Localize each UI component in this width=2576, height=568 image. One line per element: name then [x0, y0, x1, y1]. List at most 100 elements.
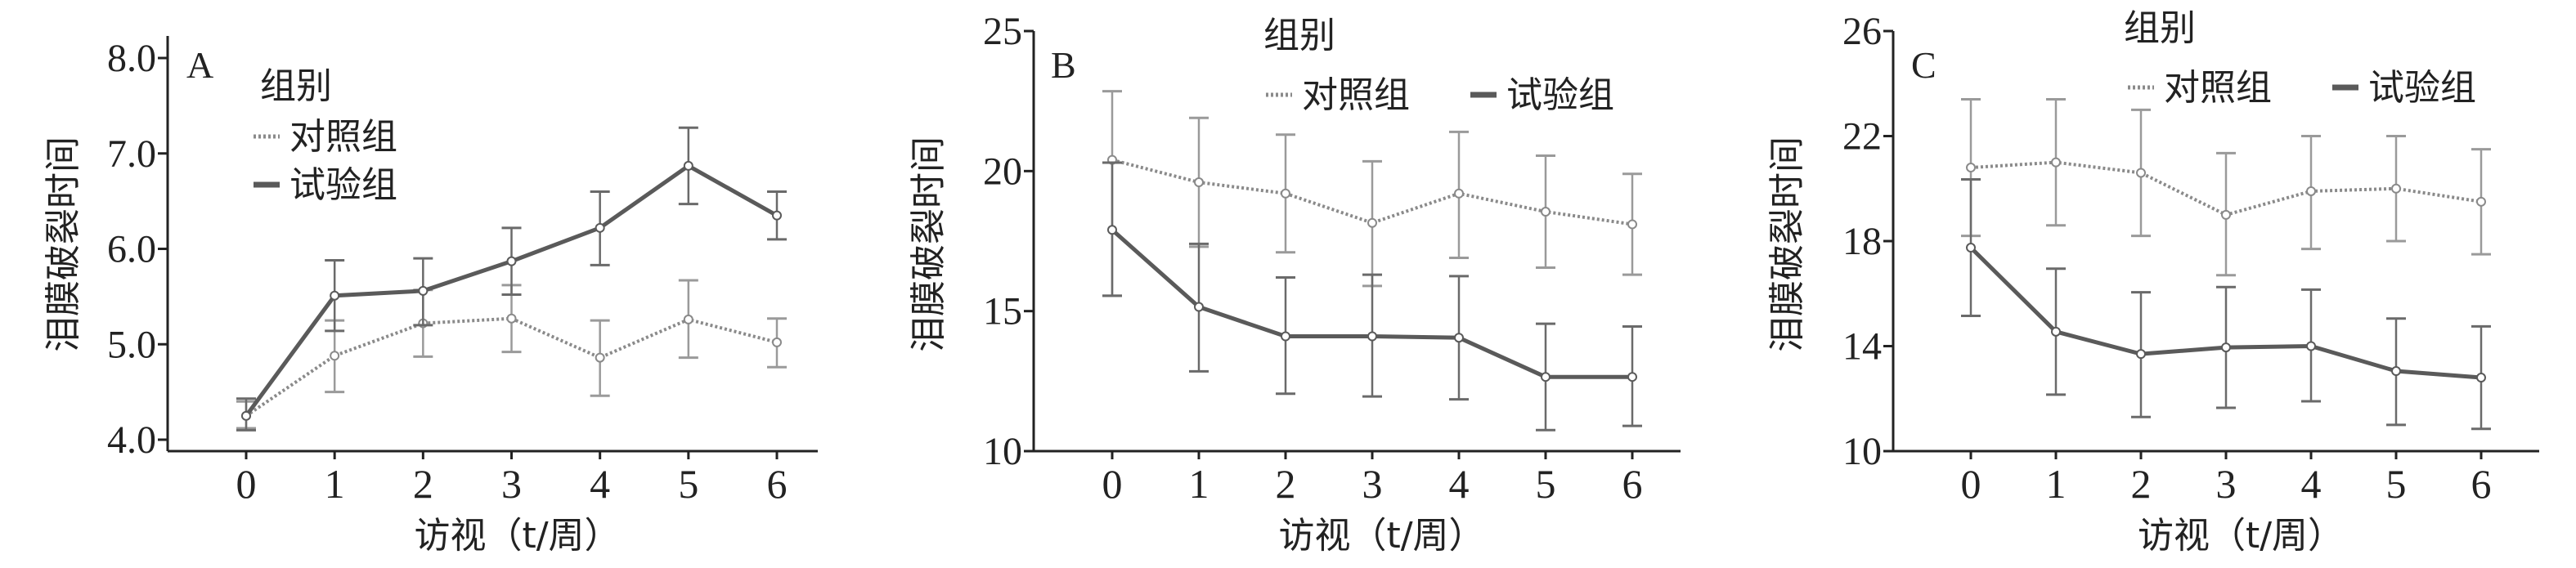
- data-point: [1281, 331, 1290, 342]
- data-point: [2221, 209, 2231, 220]
- series-trial: [1961, 178, 2491, 431]
- data-point: [418, 285, 429, 296]
- data-point: [772, 210, 782, 221]
- x-tick-label: 6: [767, 461, 788, 507]
- x-tick-label: 1: [325, 461, 345, 507]
- y-tick-label: 14: [1842, 325, 1882, 369]
- data-point: [2306, 186, 2316, 196]
- data-point: [2221, 342, 2231, 353]
- data-point: [1966, 163, 1976, 173]
- data-point: [506, 256, 517, 266]
- legend-label-trial: 试验组: [289, 164, 397, 206]
- data-point: [1367, 217, 1377, 228]
- data-point: [330, 351, 340, 361]
- data-point: [2051, 157, 2061, 168]
- data-point: [2136, 168, 2146, 178]
- x-tick-label: 3: [2216, 461, 2237, 507]
- legend-label-control: 对照组: [2164, 67, 2272, 109]
- data-point: [2051, 326, 2061, 337]
- legend-label-control: 对照组: [289, 116, 397, 158]
- x-tick-label: 0: [1961, 461, 1981, 507]
- data-point: [1194, 302, 1204, 312]
- series-trial: [1102, 161, 1642, 432]
- series-trial: [236, 126, 787, 432]
- legend-title: 组别: [1263, 15, 1335, 56]
- data-point: [1627, 372, 1637, 382]
- data-point: [772, 337, 782, 347]
- data-point: [1541, 372, 1551, 382]
- panel-label: A: [186, 44, 213, 86]
- data-point: [2306, 341, 2316, 351]
- data-point: [241, 410, 251, 421]
- data-point: [1281, 188, 1290, 199]
- y-tick-label: 7.0: [107, 132, 156, 176]
- panel-label: C: [1911, 44, 1936, 86]
- y-tick-label: 20: [983, 150, 1022, 193]
- y-tick-label: 5.0: [107, 323, 156, 366]
- data-point: [2391, 183, 2401, 194]
- legend-label-trial: 试验组: [2368, 67, 2476, 109]
- data-point: [1194, 177, 1204, 188]
- y-tick-label: 25: [983, 10, 1022, 53]
- y-tick-label: 22: [1842, 115, 1882, 159]
- y-axis-label: 泪膜破裂时间: [1766, 136, 1808, 352]
- x-tick-label: 2: [1276, 461, 1296, 507]
- data-point: [683, 160, 693, 171]
- data-point: [330, 290, 340, 301]
- x-tick-label: 5: [678, 461, 698, 507]
- y-axis-label: 泪膜破裂时间: [908, 136, 949, 352]
- y-tick-label: 26: [1842, 10, 1882, 53]
- series-control: [236, 279, 787, 430]
- x-tick-label: 0: [236, 461, 257, 507]
- series-control: [1961, 98, 2491, 277]
- data-point: [2476, 196, 2486, 207]
- series-control: [1102, 90, 1642, 297]
- panel-label: B: [1051, 44, 1076, 86]
- data-point: [506, 313, 517, 324]
- x-axis-label: 访视（t/周）: [2138, 515, 2344, 557]
- x-tick-label: 4: [1449, 461, 1470, 507]
- x-tick-label: 2: [2131, 461, 2152, 507]
- x-tick-label: 4: [590, 461, 610, 507]
- x-tick-label: 1: [2046, 461, 2067, 507]
- y-tick-label: 8.0: [107, 37, 156, 80]
- data-point: [595, 222, 605, 233]
- legend-label-trial: 试验组: [1506, 74, 1614, 116]
- y-tick-label: 10: [983, 430, 1022, 473]
- x-tick-label: 3: [1362, 461, 1383, 507]
- x-tick-label: 1: [1189, 461, 1209, 507]
- x-tick-label: 3: [501, 461, 522, 507]
- x-tick-label: 5: [1536, 461, 1556, 507]
- data-point: [1627, 219, 1637, 230]
- data-point: [1107, 225, 1117, 235]
- legend-title: 组别: [260, 65, 332, 107]
- data-point: [683, 314, 693, 324]
- data-point: [1541, 207, 1551, 217]
- y-tick-label: 6.0: [107, 228, 156, 271]
- x-tick-label: 6: [1622, 461, 1643, 507]
- x-tick-label: 6: [2471, 461, 2492, 507]
- x-tick-label: 4: [2301, 461, 2322, 507]
- y-tick-label: 15: [983, 290, 1022, 333]
- data-point: [2476, 373, 2486, 383]
- data-point: [2391, 366, 2401, 377]
- x-tick-label: 2: [413, 461, 433, 507]
- y-tick-label: 4.0: [107, 418, 156, 462]
- data-point: [1367, 331, 1377, 342]
- data-point: [1454, 188, 1464, 199]
- y-axis-label: 泪膜破裂时间: [43, 136, 84, 352]
- x-tick-label: 5: [2386, 461, 2407, 507]
- x-tick-label: 0: [1102, 461, 1123, 507]
- x-axis-label: 访视（t/周）: [1278, 515, 1484, 557]
- legend-label-control: 对照组: [1302, 74, 1410, 116]
- chart-panel-a: 4.0 5.0 6.0 7.0 8.0 0 1 2 3 4 5 6 访视（t/周） 泪膜破裂时间 A 组别对照…: [43, 36, 818, 557]
- data-point: [1454, 333, 1464, 343]
- y-tick-label: 10: [1842, 430, 1882, 473]
- y-tick-label: 18: [1842, 220, 1882, 263]
- legend-title: 组别: [2124, 7, 2196, 49]
